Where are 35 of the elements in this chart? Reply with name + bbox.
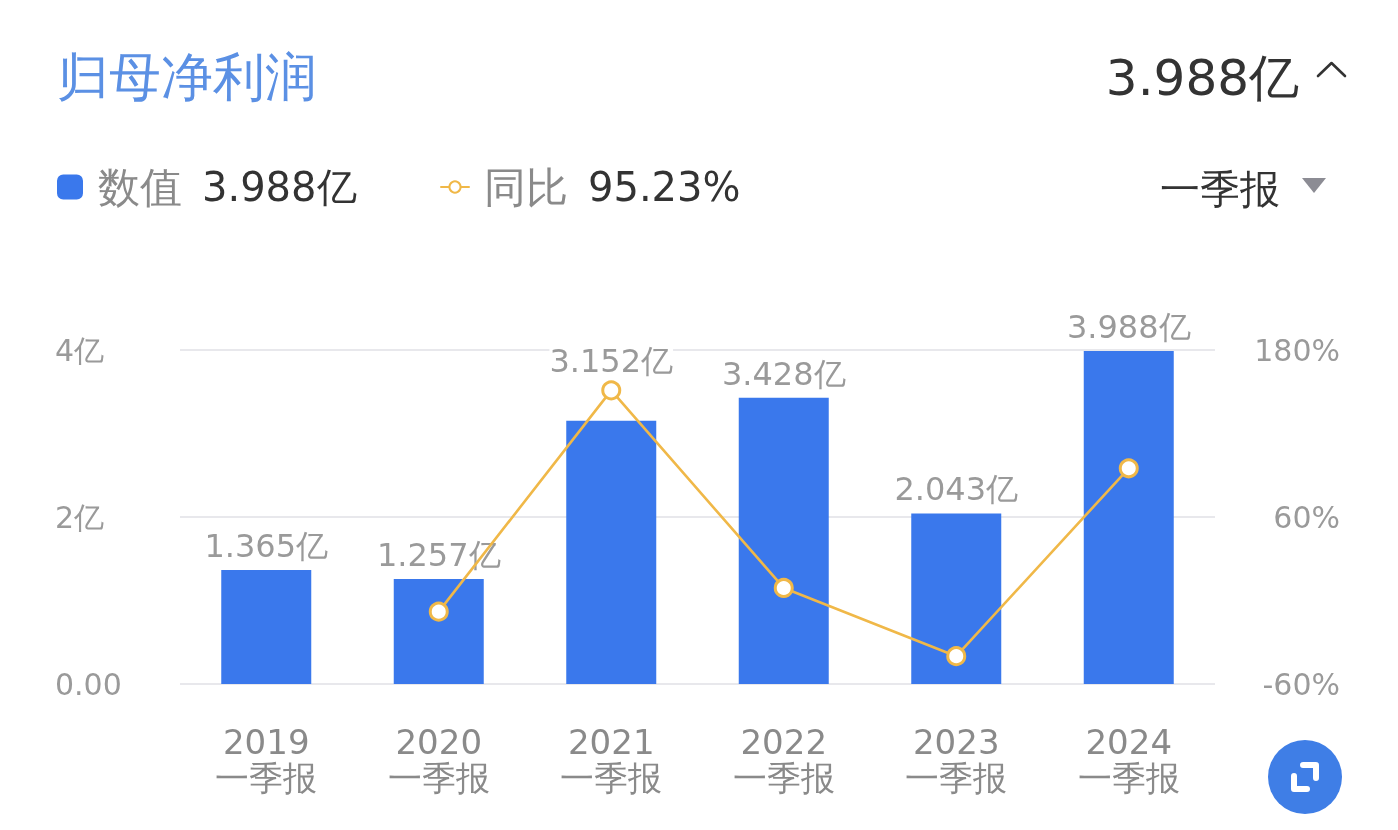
y-tick-label: 2亿	[55, 499, 105, 535]
bar	[393, 579, 484, 684]
point	[946, 646, 967, 667]
bar	[911, 513, 1002, 684]
bar	[1083, 351, 1174, 684]
y2-tick-label: 180%	[1254, 332, 1340, 368]
point	[773, 577, 794, 598]
bar	[566, 420, 657, 684]
x-tick-label: 2022 一季报	[732, 722, 835, 798]
point	[1118, 458, 1139, 479]
y2-tick-label: 60%	[1273, 499, 1340, 535]
text: 3.988亿	[202, 164, 357, 210]
legend-label: 数值	[98, 162, 182, 212]
y-tick-label: 4亿	[55, 332, 105, 368]
x-tick-label: 2019 一季报	[215, 722, 318, 798]
chart-subtitle: 3.988亿	[1105, 49, 1299, 107]
point	[428, 601, 449, 622]
x-tick-label: 2020 一季报	[387, 722, 490, 798]
bar	[738, 397, 829, 684]
data-label: 3.428亿	[721, 354, 846, 393]
data-label: 2.043亿	[894, 470, 1019, 509]
bar	[221, 570, 312, 684]
x-tick-label: 2023 一季报	[905, 722, 1008, 798]
x-tick-label: 2021 一季报	[560, 722, 663, 798]
legend-label: 同比	[484, 162, 568, 212]
text: 一季报	[1160, 166, 1280, 212]
y2-tick-label: -60%	[1262, 666, 1340, 702]
text: 95.23%	[588, 164, 741, 210]
data-label: 3.988亿	[1066, 308, 1191, 346]
chart-title: 归母净利润	[57, 47, 317, 107]
data-label: 1.365亿	[204, 527, 329, 566]
point	[601, 380, 622, 401]
data-label: 3.152亿	[549, 342, 674, 381]
y-tick-label: 0.00	[55, 666, 122, 702]
x-tick-label: 2024 一季报	[1077, 722, 1180, 798]
